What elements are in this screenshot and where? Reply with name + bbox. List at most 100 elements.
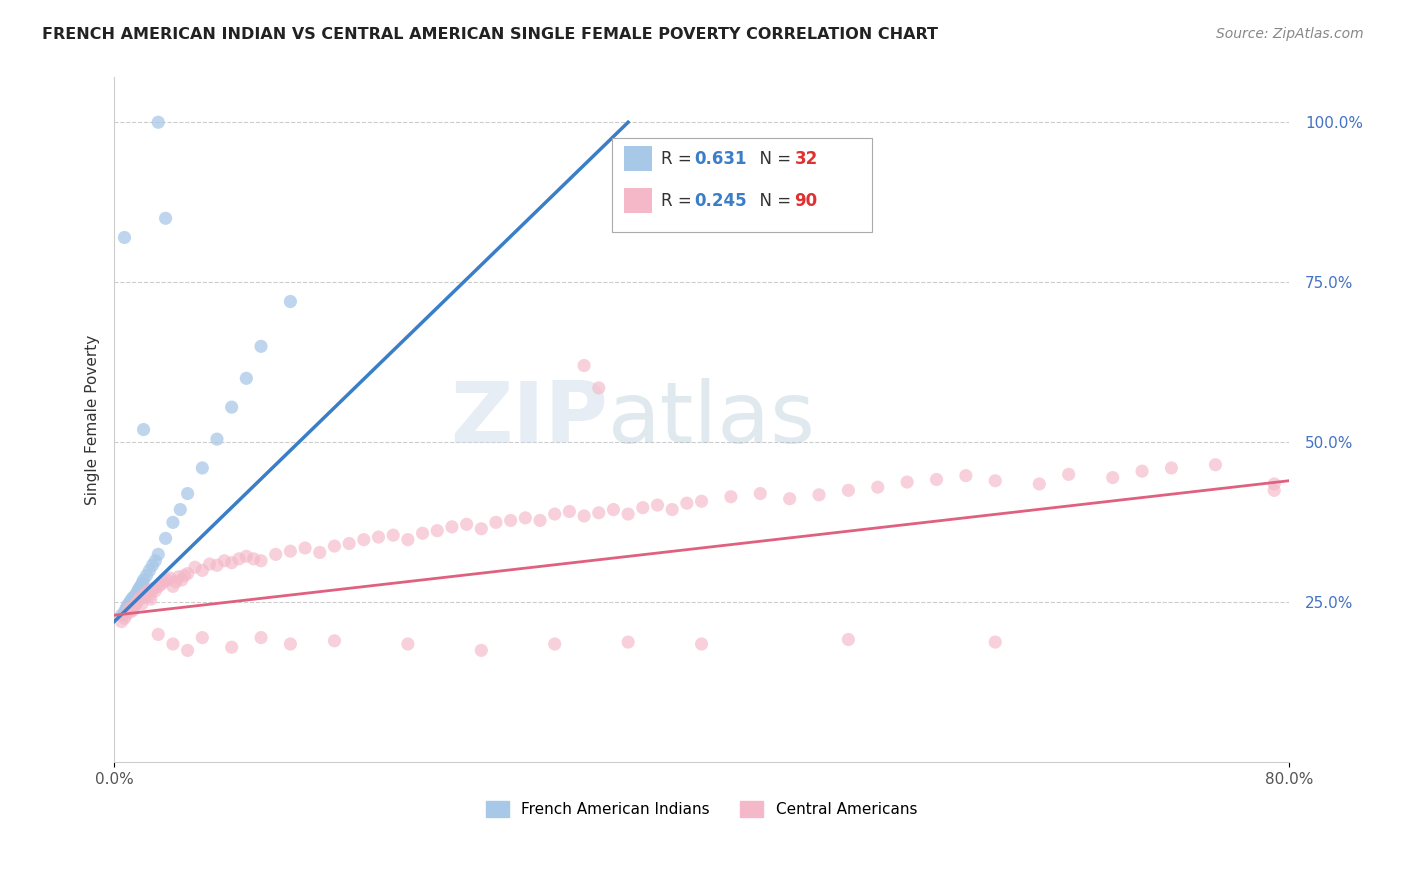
Point [631,500,654,515]
Point [162,516,184,530]
Point [720,490,742,504]
Point [250,554,273,568]
Point [156,573,179,587]
Point [191,461,214,475]
Point [308,545,330,559]
Point [221,400,243,414]
Point [602,502,624,516]
Point [131,576,153,591]
Point [925,473,948,487]
Point [148,547,170,561]
Point [115,602,138,616]
Point [169,502,191,516]
Point [1205,458,1227,472]
Point [1263,477,1285,491]
Point [544,637,567,651]
Point [165,574,187,589]
Point [984,474,1007,488]
Point [412,526,434,541]
Point [121,592,143,607]
Point [141,558,163,573]
Point [264,547,287,561]
Point [132,423,155,437]
Point [242,552,264,566]
Point [470,643,492,657]
Point [749,486,772,500]
Point [661,502,683,516]
Point [367,530,389,544]
Point [837,632,859,647]
Point [135,586,157,600]
Point [572,359,595,373]
Legend: French American Indians, Central Americans: French American Indians, Central America… [479,795,924,823]
Point [125,597,148,611]
Text: FRENCH AMERICAN INDIAN VS CENTRAL AMERICAN SINGLE FEMALE POVERTY CORRELATION CHA: FRENCH AMERICAN INDIAN VS CENTRAL AMERIC… [42,27,938,42]
Point [485,516,508,530]
Point [162,579,184,593]
Point [120,594,142,608]
Point [837,483,859,498]
Point [250,339,273,353]
Point [1028,477,1050,491]
Point [176,486,198,500]
Point [396,533,419,547]
Text: R =: R = [661,192,697,210]
Point [159,571,181,585]
Point [280,294,302,309]
Point [114,611,136,625]
Point [120,605,142,619]
Point [117,599,139,613]
Point [1101,470,1123,484]
Point [690,494,713,508]
Point [617,635,640,649]
Point [984,635,1007,649]
Text: 32: 32 [794,150,818,168]
Point [647,498,669,512]
Point [143,583,166,598]
Point [228,552,250,566]
Point [127,583,149,598]
Point [148,115,170,129]
Point [572,508,595,523]
Point [118,602,141,616]
Text: Source: ZipAtlas.com: Source: ZipAtlas.com [1216,27,1364,41]
Point [170,573,193,587]
Point [955,468,977,483]
Point [382,528,405,542]
Point [110,608,132,623]
Point [128,582,150,596]
Point [588,381,610,395]
Point [155,211,177,226]
Point [866,480,889,494]
Point [588,506,610,520]
Point [142,582,165,596]
Point [148,627,170,641]
Point [122,603,145,617]
Point [124,589,146,603]
Text: 90: 90 [794,192,817,210]
Point [150,577,173,591]
Point [131,597,153,611]
Point [129,591,152,605]
Point [198,557,221,571]
Point [235,371,257,385]
Point [176,566,198,581]
Text: 0.631: 0.631 [695,150,747,168]
Point [129,579,152,593]
Point [499,513,522,527]
Point [114,230,136,244]
Point [143,554,166,568]
Point [1263,483,1285,498]
Point [221,556,243,570]
Point [1130,464,1153,478]
Point [167,570,190,584]
Point [280,544,302,558]
Point [155,532,177,546]
Point [125,587,148,601]
Point [134,591,156,605]
Point [118,597,141,611]
Point [515,511,537,525]
Point [690,637,713,651]
Point [153,574,176,589]
Point [132,573,155,587]
